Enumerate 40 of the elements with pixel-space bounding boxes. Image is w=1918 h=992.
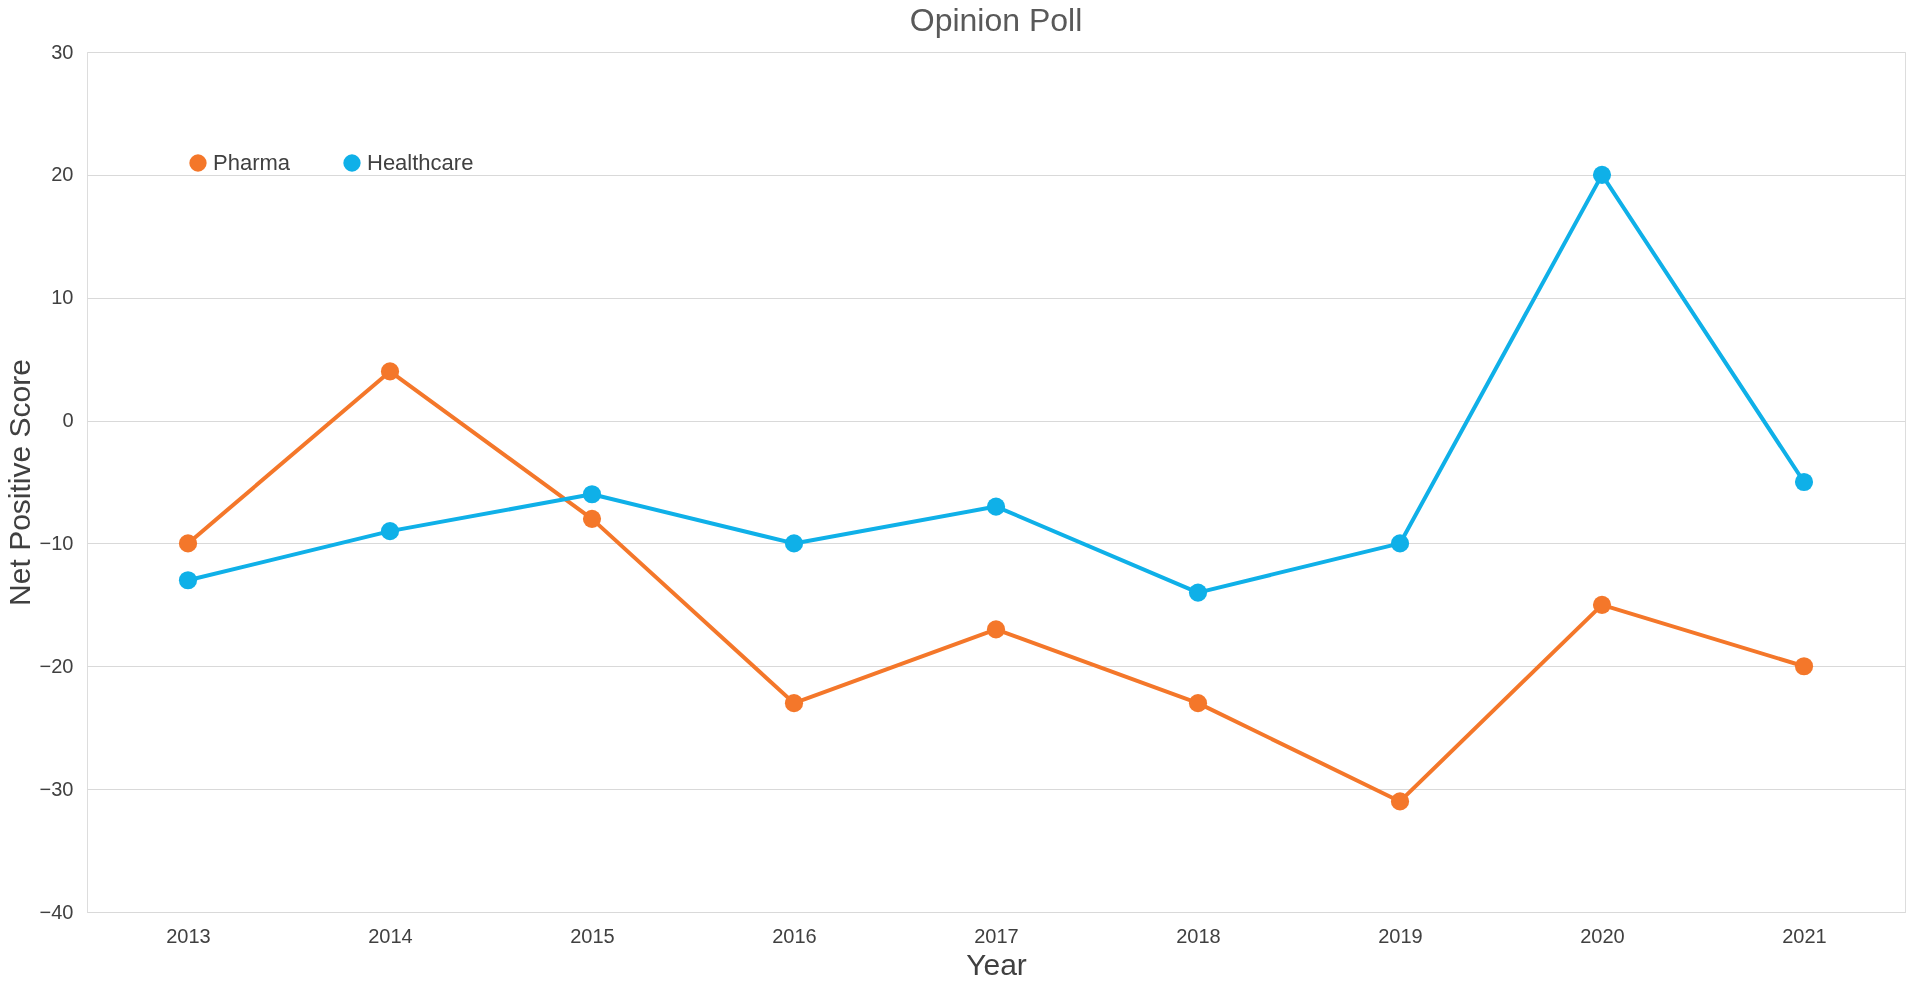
point: [986, 497, 1006, 516]
y-tick-label: −20: [39, 654, 74, 677]
point: [582, 485, 602, 504]
point: [178, 534, 198, 553]
point: [178, 571, 198, 590]
y-tick-label: 30: [51, 40, 74, 63]
point: [380, 362, 400, 381]
x-tick-label: 2020: [1580, 924, 1625, 947]
point: [1390, 534, 1410, 553]
x-tick-label: 2015: [570, 924, 615, 947]
y-tick-label: −40: [39, 900, 74, 923]
x-tick-label: 2019: [1378, 924, 1423, 947]
y-tick-label: −30: [39, 777, 74, 800]
point: [1794, 657, 1814, 676]
point: [1188, 694, 1208, 713]
point: [1794, 472, 1814, 492]
point: [1592, 595, 1612, 614]
y-tick-label: 10: [51, 286, 74, 309]
y-tick-label: 20: [51, 163, 74, 186]
x-tick-label: 2021: [1782, 924, 1827, 947]
x-tick-label: 2013: [166, 924, 211, 947]
legend-label: Pharma: [213, 150, 291, 175]
x-tick-label: 2018: [1176, 924, 1221, 947]
point: [784, 694, 804, 713]
point: [380, 522, 400, 541]
point: [784, 534, 804, 553]
chart-title: Opinion Poll: [909, 2, 1083, 38]
point: [1592, 165, 1612, 184]
point: [1188, 583, 1208, 602]
x-tick-label: 2014: [368, 924, 413, 947]
y-tick-label: 0: [62, 409, 74, 432]
y-tick-label: −10: [39, 531, 74, 554]
point: [582, 509, 602, 528]
point: [986, 620, 1006, 639]
y-axis-title: Net Positive Score: [2, 359, 36, 606]
point: [1390, 792, 1410, 811]
x-tick-label: 2016: [772, 924, 817, 947]
x-axis-title: Year: [966, 947, 1027, 981]
legend-label: Healthcare: [367, 150, 474, 175]
x-tick-label: 2017: [974, 924, 1019, 947]
